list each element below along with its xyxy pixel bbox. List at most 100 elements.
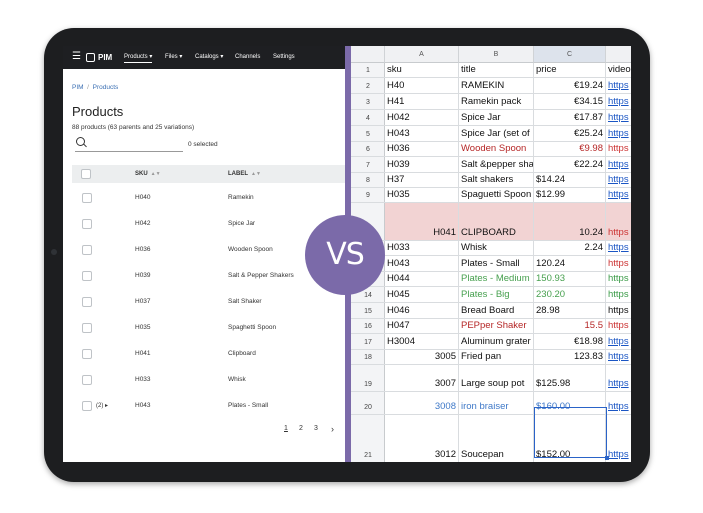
cell-a[interactable]: H043 (385, 256, 459, 271)
cell-b[interactable]: Salt shakers (459, 173, 534, 187)
cell-c[interactable]: 123.83 (534, 350, 606, 364)
cell-d[interactable]: https (608, 80, 629, 91)
row-checkbox[interactable] (82, 297, 92, 307)
cell-a[interactable]: sku (385, 63, 459, 77)
cell-b[interactable]: Salt &pepper sha (461, 157, 534, 172)
cell-a[interactable]: 3007 (385, 365, 459, 391)
active-cell-selection[interactable] (534, 407, 609, 460)
cell-a[interactable]: H046 (385, 303, 459, 318)
cell-b[interactable]: Plates - Big (459, 287, 534, 302)
column-header-d[interactable] (606, 46, 631, 63)
nav-catalogs[interactable]: Catalogs ▾ (195, 54, 224, 60)
nav-files[interactable]: Files ▾ (165, 54, 183, 60)
cell-d[interactable]: https (606, 203, 631, 240)
page-1[interactable]: 1 (284, 425, 288, 432)
cell-d[interactable]: https (608, 449, 629, 460)
row-number[interactable]: 19 (351, 365, 385, 391)
cell-b[interactable]: CLIPBOARD (459, 203, 534, 240)
row-checkbox[interactable] (82, 245, 92, 255)
cell-b[interactable]: Wooden Spoon (459, 142, 534, 156)
nav-channels[interactable]: Channels (235, 54, 261, 60)
cell-c[interactable]: $14.24 (534, 173, 606, 187)
cell-d[interactable]: https (608, 143, 629, 154)
cell-b[interactable]: Whisk (459, 241, 534, 255)
cell-b[interactable]: PEPper Shaker (459, 319, 534, 333)
cell-b[interactable]: Plates - Medium (459, 272, 534, 286)
row-checkbox[interactable] (82, 349, 92, 359)
cell-c[interactable]: $125.98 (534, 365, 606, 391)
cell-a[interactable]: H045 (385, 287, 459, 302)
variants-toggle[interactable]: (2) ▸ (96, 403, 109, 409)
breadcrumb-products[interactable]: Products (92, 84, 119, 91)
cell-d[interactable]: https (608, 289, 629, 300)
row-checkbox[interactable] (82, 219, 92, 229)
column-header-a[interactable]: A (385, 46, 459, 63)
row-checkbox[interactable] (82, 375, 92, 385)
row-checkbox[interactable] (82, 401, 92, 411)
cell-c[interactable]: €18.98 (534, 334, 606, 349)
cell-b[interactable]: iron braiser (459, 392, 534, 414)
row-number[interactable]: 3 (351, 94, 385, 109)
page-2[interactable]: 2 (299, 425, 303, 432)
cell-a[interactable]: H40 (385, 78, 459, 93)
cell-c[interactable]: 2.24 (534, 241, 606, 255)
row-number[interactable]: 9 (351, 188, 385, 202)
cell-c[interactable]: €17.87 (534, 110, 606, 125)
cell-d[interactable]: https (608, 273, 629, 284)
column-sku[interactable]: SKU ▲▼ (135, 171, 161, 177)
row-checkbox[interactable] (82, 271, 92, 281)
cell-b[interactable]: RAMEKIN (459, 78, 534, 93)
cell-c[interactable]: 15.5 (534, 319, 606, 333)
cell-d[interactable]: https (608, 401, 629, 412)
row-checkbox[interactable] (82, 323, 92, 333)
row-number[interactable]: 21 (351, 415, 385, 462)
cell-d[interactable]: https (608, 159, 629, 170)
cell-b[interactable]: title (459, 63, 534, 77)
cell-c[interactable]: €34.15 (534, 94, 606, 109)
table-row[interactable]: H042 Spice Jar (72, 211, 345, 237)
table-row[interactable]: H033 Whisk (72, 367, 345, 393)
cell-d[interactable]: https (608, 96, 629, 107)
row-number[interactable]: 6 (351, 142, 385, 156)
cell-c[interactable]: €25.24 (534, 126, 606, 141)
cell-b[interactable]: Spice Jar (set of (459, 126, 534, 141)
page-3[interactable]: 3 (314, 425, 318, 432)
cell-c[interactable]: 10.24 (534, 203, 606, 240)
next-page-chevron-icon[interactable]: › (331, 424, 334, 434)
cell-d[interactable]: https (608, 336, 629, 347)
row-number[interactable]: 15 (351, 303, 385, 318)
column-label[interactable]: LABEL ▲▼ (228, 171, 261, 177)
cell-a[interactable]: H3004 (385, 334, 459, 349)
cell-a[interactable]: 3008 (385, 392, 459, 414)
menu-icon[interactable]: ☰ (72, 51, 81, 62)
cell-b[interactable]: Spaguetti Spoon (459, 188, 534, 202)
cell-a[interactable]: H042 (385, 110, 459, 125)
cell-c[interactable]: $152.00 (534, 415, 606, 462)
table-row[interactable]: (2) ▸ H043 Plates - Small (72, 393, 345, 419)
table-row[interactable]: H040 Ramekin (72, 185, 345, 211)
table-row[interactable]: H035 Spaghetti Spoon (72, 315, 345, 341)
cell-c[interactable]: 150.93 (534, 272, 606, 286)
column-header-c[interactable]: C (534, 46, 606, 63)
cell-d[interactable]: https (608, 320, 629, 331)
cell-c[interactable]: €22.24 (534, 157, 606, 172)
cell-a[interactable]: 3012 (385, 415, 459, 462)
table-row[interactable]: H036 Wooden Spoon (72, 237, 345, 263)
cell-b[interactable]: Ramekin pack (459, 94, 534, 109)
cell-b[interactable]: Spice Jar (459, 110, 534, 125)
cell-c[interactable]: 28.98 (534, 303, 606, 318)
table-row[interactable]: H037 Salt Shaker (72, 289, 345, 315)
cell-d[interactable]: https (608, 242, 629, 253)
select-all-checkbox[interactable] (81, 169, 91, 179)
breadcrumb-pim[interactable]: PIM (72, 84, 84, 91)
search-input[interactable] (89, 136, 183, 150)
row-number[interactable]: 2 (351, 78, 385, 93)
cell-d[interactable]: https (608, 128, 629, 139)
cell-a[interactable]: H041 (385, 203, 459, 240)
cell-d[interactable]: https (608, 305, 629, 316)
cell-d[interactable]: https (608, 258, 629, 269)
cell-b[interactable]: Large soup pot (459, 365, 534, 391)
cell-a[interactable]: H043 (385, 126, 459, 141)
cell-d[interactable]: https (608, 189, 629, 200)
cell-a[interactable]: H036 (385, 142, 459, 156)
